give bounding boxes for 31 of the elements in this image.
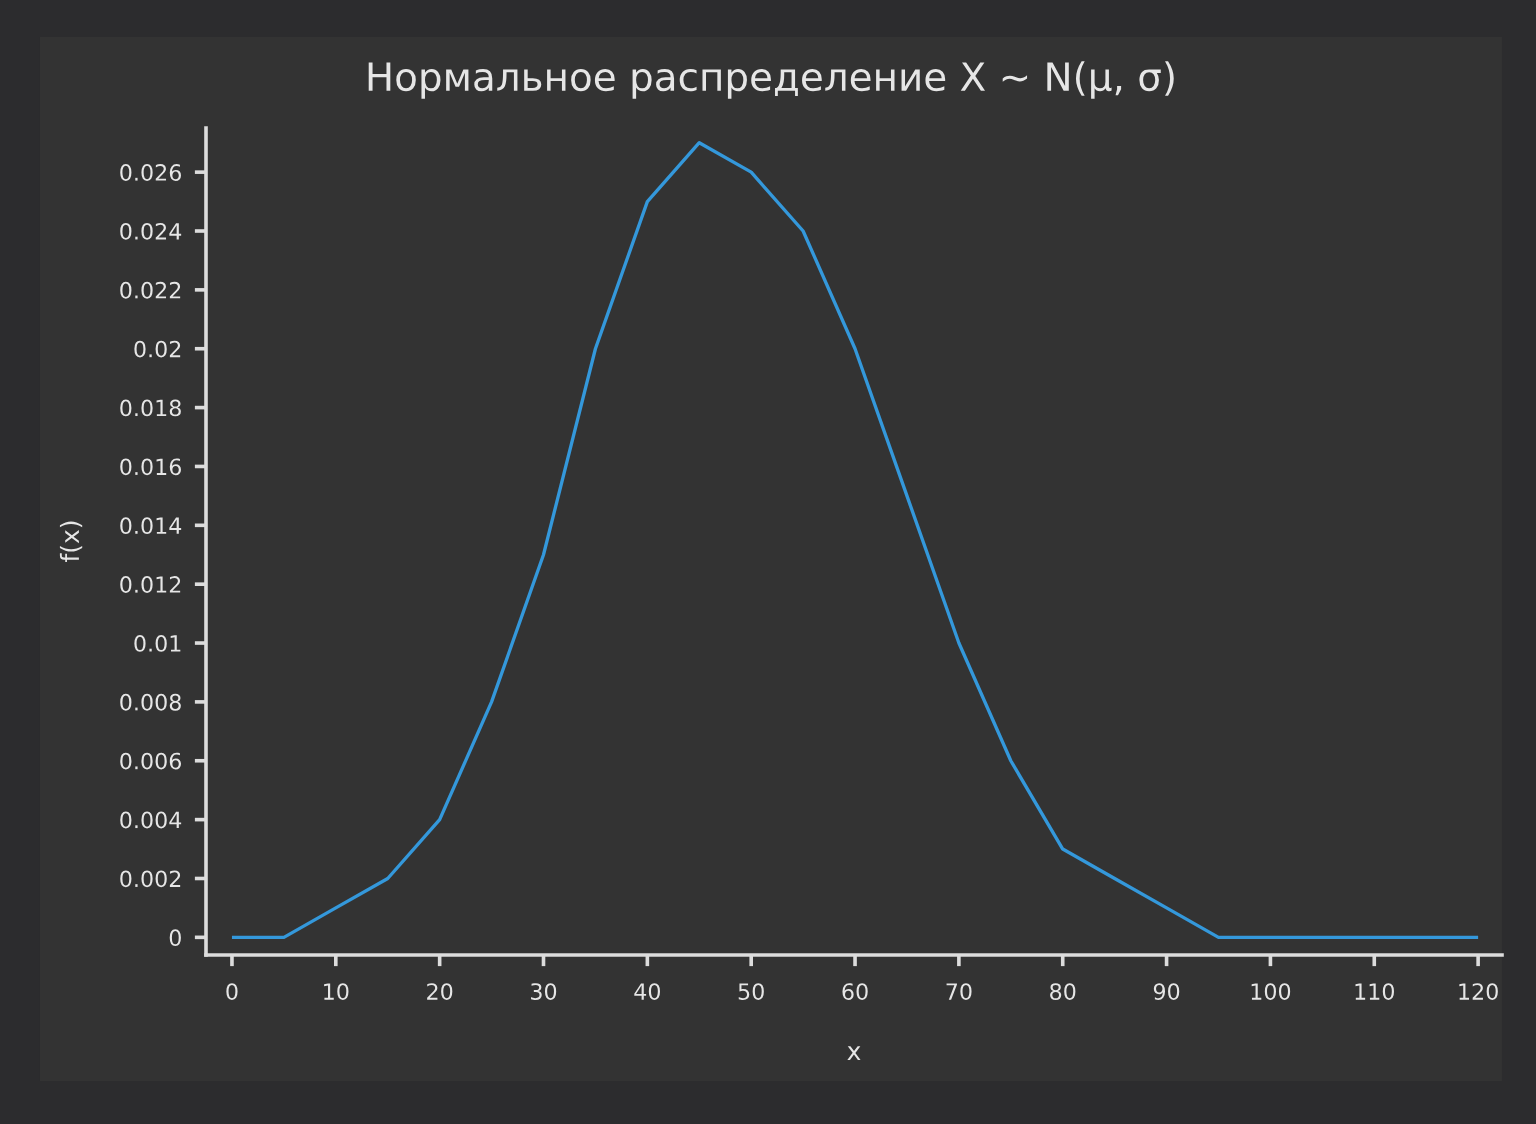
chart-title: Нормальное распределение X ~ N(μ, σ) — [368, 61, 1174, 99]
y-tick-label: 0.008 — [120, 693, 181, 711]
y-tick-label: 0 — [169, 929, 181, 947]
y-tick-label: 0.024 — [120, 222, 182, 240]
y-tick-label: 0.004 — [120, 811, 182, 829]
x-tick-label: 0 — [226, 983, 238, 1000]
y-tick-label: 0.022 — [120, 281, 181, 299]
y-tick-label: 0.016 — [120, 458, 181, 476]
x-tick-label: 110 — [1355, 983, 1394, 1000]
y-tick-label: 0.002 — [120, 870, 181, 888]
y-axis-title: f(x) — [59, 521, 83, 562]
y-tick-label: 0.006 — [120, 752, 181, 770]
x-tick-label: 90 — [1153, 983, 1180, 1000]
x-tick-label: 10 — [324, 983, 349, 1000]
x-tick-label: 60 — [842, 983, 868, 1000]
line-series — [230, 141, 1480, 940]
x-tick-label: 20 — [427, 983, 453, 1000]
x-tick-label: 120 — [1459, 983, 1498, 1000]
x-tick-label: 50 — [738, 983, 764, 1000]
y-tick-label: 0.014 — [120, 517, 182, 535]
y-tick-label: 0.02 — [134, 340, 181, 358]
y-tick-label: 0.026 — [120, 164, 181, 181]
x-tick-label: 70 — [946, 983, 972, 1000]
x-tick-label: 30 — [531, 983, 557, 1000]
x-tick-label: 40 — [634, 983, 661, 1000]
x-tick-label: 80 — [1050, 983, 1076, 1000]
x-tick-label: 100 — [1251, 983, 1291, 1000]
y-tick-label: 0.018 — [120, 399, 181, 417]
y-tick-label: 0.012 — [120, 576, 181, 593]
y-tick-label: 0.01 — [134, 634, 181, 652]
x-axis-title: x — [847, 1046, 861, 1060]
